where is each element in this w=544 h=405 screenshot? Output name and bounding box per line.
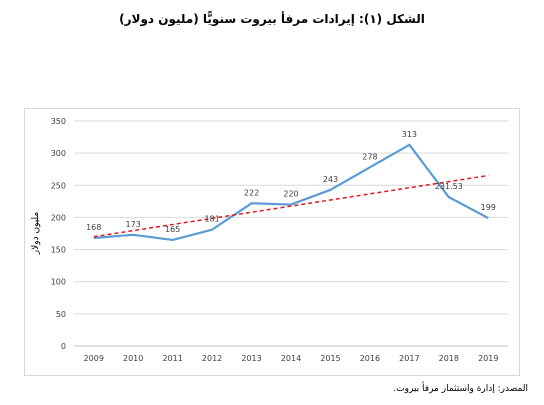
data-label: 168: [86, 223, 101, 232]
y-tick-label: 50: [56, 310, 66, 319]
x-tick-label: 2011: [162, 354, 182, 363]
chart-frame: [24, 108, 520, 376]
data-label: 222: [244, 188, 259, 197]
data-label: 173: [126, 220, 141, 229]
series-layer: [93, 143, 489, 242]
gridlines: [74, 120, 508, 347]
x-axis-ticks: 2009 2010 2011 2012 2013 2014 2015 2016 2017 2018…: [84, 354, 499, 363]
x-tick-label: 2015: [320, 354, 340, 363]
data-label: 278: [362, 152, 377, 161]
y-tick-label: 100: [51, 278, 66, 287]
x-tick-label: 2016: [360, 354, 380, 363]
trendline-layer: [93, 174, 489, 238]
x-tick-label: 2019: [478, 354, 498, 363]
figure-title: الشكل (١): إيرادات مرفأ بيروت سنويًّا (م…: [119, 12, 425, 26]
data-label: 231.53: [435, 182, 463, 191]
y-tick-label: 350: [51, 117, 66, 126]
y-tick-label: 300: [51, 149, 66, 158]
y-tick-label: 200: [51, 213, 66, 222]
x-tick-label: 2017: [399, 354, 419, 363]
x-tick-label: 2014: [281, 354, 301, 363]
data-label: 165: [165, 225, 180, 234]
trendline: [93, 174, 489, 238]
x-tick-label: 2010: [123, 354, 143, 363]
y-tick-label: 250: [51, 181, 66, 190]
data-label: 243: [323, 175, 338, 184]
x-tick-label: 2009: [84, 354, 104, 363]
data-label: 181: [204, 215, 219, 224]
data-label: 313: [402, 130, 417, 139]
series-line: [93, 143, 489, 242]
y-axis-label: مليون دولار: [31, 212, 41, 256]
y-tick-label: 0: [61, 342, 66, 351]
x-tick-label: 2018: [439, 354, 459, 363]
y-tick-label: 150: [51, 246, 66, 255]
data-label: 220: [283, 190, 298, 199]
y-axis-ticks: 0 50 100 150 200 250 300 350: [51, 117, 66, 351]
data-labels: 168 173 165 181 222 220 243 278 313 231.53 199: [86, 130, 496, 234]
x-tick-label: 2012: [202, 354, 222, 363]
source-note: المصدر: إدارة واستثمار مرفأ بيروت.: [393, 384, 528, 394]
data-label: 199: [481, 203, 496, 212]
x-tick-label: 2013: [241, 354, 261, 363]
